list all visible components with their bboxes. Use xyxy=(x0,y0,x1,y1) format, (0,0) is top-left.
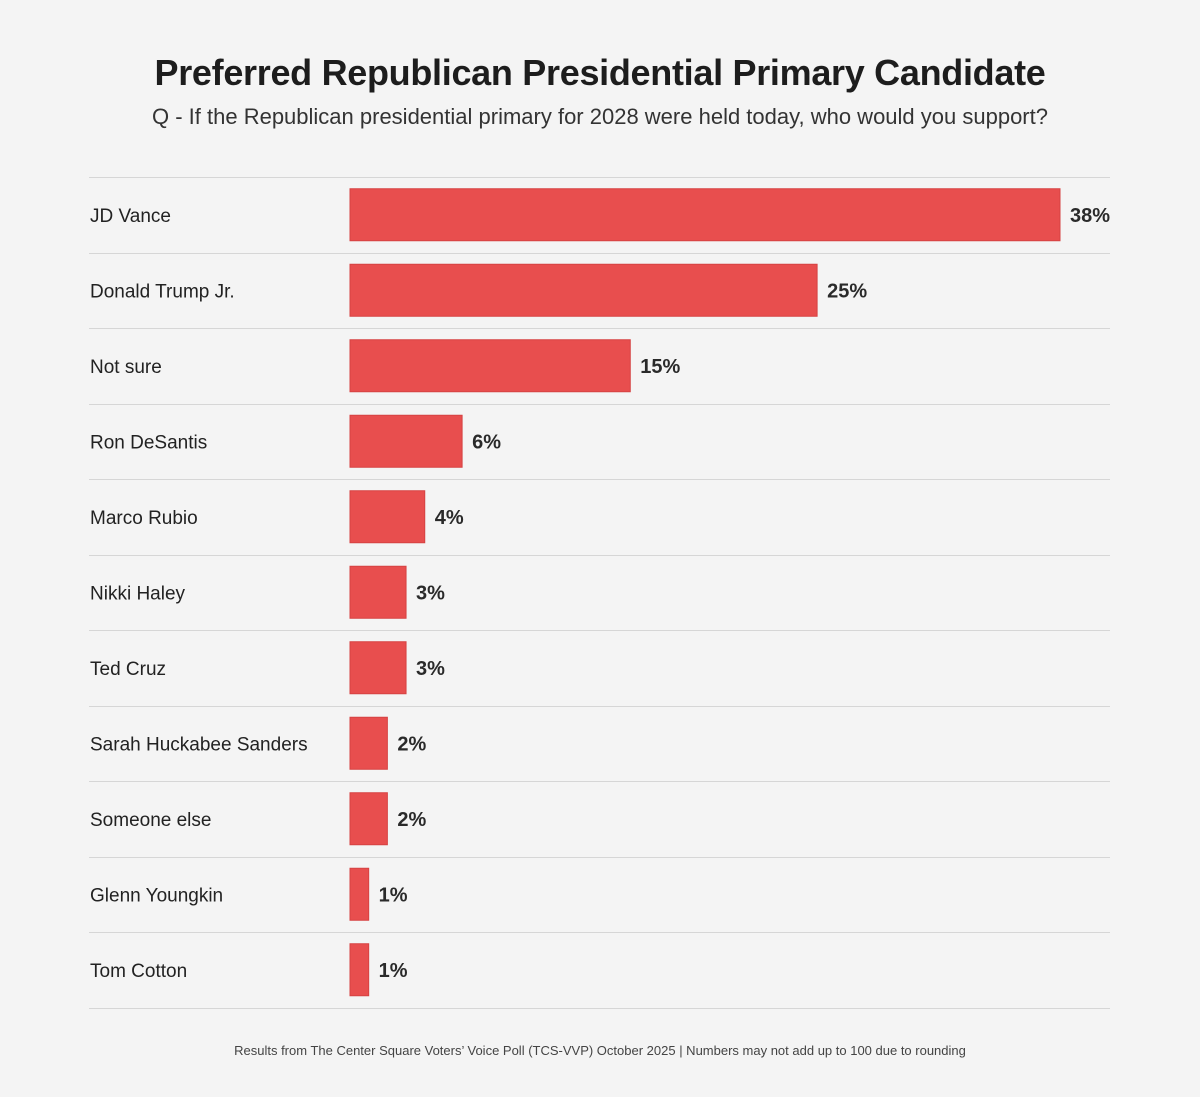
category-label: Tom Cotton xyxy=(90,961,187,982)
chart-footer: Results from The Center Square Voters’ V… xyxy=(234,1043,966,1058)
category-label: Ted Cruz xyxy=(90,659,166,680)
bar xyxy=(349,716,388,770)
bar xyxy=(349,188,1061,242)
bar xyxy=(349,339,631,393)
value-label: 6% xyxy=(472,431,501,453)
bar xyxy=(349,565,407,619)
bar xyxy=(349,490,426,544)
value-label: 38% xyxy=(1070,205,1110,227)
chart-subtitle: Q - If the Republican presidential prima… xyxy=(152,104,1048,129)
value-label: 15% xyxy=(640,356,680,378)
value-label: 25% xyxy=(827,280,867,302)
bar xyxy=(349,641,407,695)
category-label: Sarah Huckabee Sanders xyxy=(90,734,308,755)
value-label: 2% xyxy=(397,809,426,831)
value-label: 1% xyxy=(379,960,408,982)
category-label: Not sure xyxy=(90,357,162,378)
category-label: Ron DeSantis xyxy=(90,432,207,453)
category-label: Glenn Youngkin xyxy=(90,885,223,906)
category-label: Marco Rubio xyxy=(90,508,198,529)
category-label: JD Vance xyxy=(90,206,171,227)
bar xyxy=(349,414,463,468)
value-label: 1% xyxy=(379,884,408,906)
bar xyxy=(349,792,388,846)
bar xyxy=(349,263,818,317)
category-label: Nikki Haley xyxy=(90,583,186,604)
chart-title: Preferred Republican Presidential Primar… xyxy=(154,52,1046,93)
category-label: Someone else xyxy=(90,810,211,831)
category-label: Donald Trump Jr. xyxy=(90,281,235,302)
value-label: 2% xyxy=(397,733,426,755)
value-label: 4% xyxy=(435,507,464,529)
bar xyxy=(349,867,370,921)
value-label: 3% xyxy=(416,658,445,680)
value-label: 3% xyxy=(416,582,445,604)
bar xyxy=(349,943,370,997)
